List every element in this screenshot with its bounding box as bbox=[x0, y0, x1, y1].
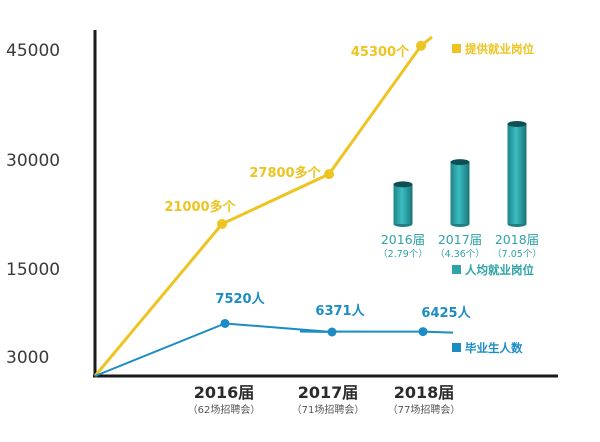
y-tick-label: 15000 bbox=[6, 260, 60, 280]
bar-category-label: 2018届 bbox=[495, 232, 539, 247]
per-capita-bar-chart bbox=[393, 121, 527, 227]
jobs-value-label: 21000多个 bbox=[164, 199, 236, 215]
jobs-data-point bbox=[217, 219, 227, 229]
bar-category-note: （4.36个） bbox=[435, 248, 485, 260]
bar-category-note: （7.05个） bbox=[492, 248, 542, 260]
series-points bbox=[217, 40, 428, 337]
y-tick-label: 45000 bbox=[6, 41, 60, 61]
legend-label-jobs: 提供就业岗位 bbox=[465, 42, 534, 56]
x-category-label: 2018届 bbox=[394, 383, 455, 402]
per-capita-bar bbox=[450, 159, 470, 227]
x-category-note: （62场招聘会） bbox=[188, 403, 261, 416]
graduates-data-point bbox=[418, 327, 428, 337]
jobs-value-label: 27800多个 bbox=[249, 165, 321, 181]
jobs-data-point bbox=[324, 169, 334, 180]
graduates-value-label: 6425人 bbox=[421, 305, 471, 321]
bar-category-note: （2.79个） bbox=[378, 248, 428, 260]
per-capita-bar bbox=[507, 121, 527, 227]
x-category-label: 2016届 bbox=[194, 383, 255, 402]
legend-label-per-capita: 人均就业岗位 bbox=[465, 263, 534, 277]
graduates-value-label: 6371人 bbox=[315, 303, 365, 319]
legend-label-graduates: 毕业生人数 bbox=[465, 341, 523, 355]
graduates-value-label: 7520人 bbox=[215, 291, 265, 307]
bar-category-label: 2016届 bbox=[381, 232, 425, 247]
y-tick-label: 3000 bbox=[6, 348, 49, 368]
legend-swatch-jobs bbox=[452, 44, 461, 53]
graduates-data-point bbox=[327, 327, 337, 337]
x-category-note: （77场招聘会） bbox=[388, 403, 461, 416]
jobs-series-line bbox=[93, 35, 433, 377]
y-tick-label: 30000 bbox=[6, 151, 60, 171]
jobs-value-label: 45300个 bbox=[351, 44, 410, 60]
x-category-note: （71场招聘会） bbox=[292, 403, 365, 416]
x-category-label: 2017届 bbox=[298, 383, 359, 402]
bar-category-label: 2017届 bbox=[438, 232, 482, 247]
legend-swatch-graduates bbox=[452, 343, 461, 352]
graduates-series-line bbox=[94, 322, 454, 377]
legend-swatch-per-capita bbox=[452, 265, 461, 274]
jobs-data-point bbox=[416, 40, 426, 51]
graduates-data-point bbox=[220, 318, 230, 328]
per-capita-bar bbox=[393, 181, 413, 227]
